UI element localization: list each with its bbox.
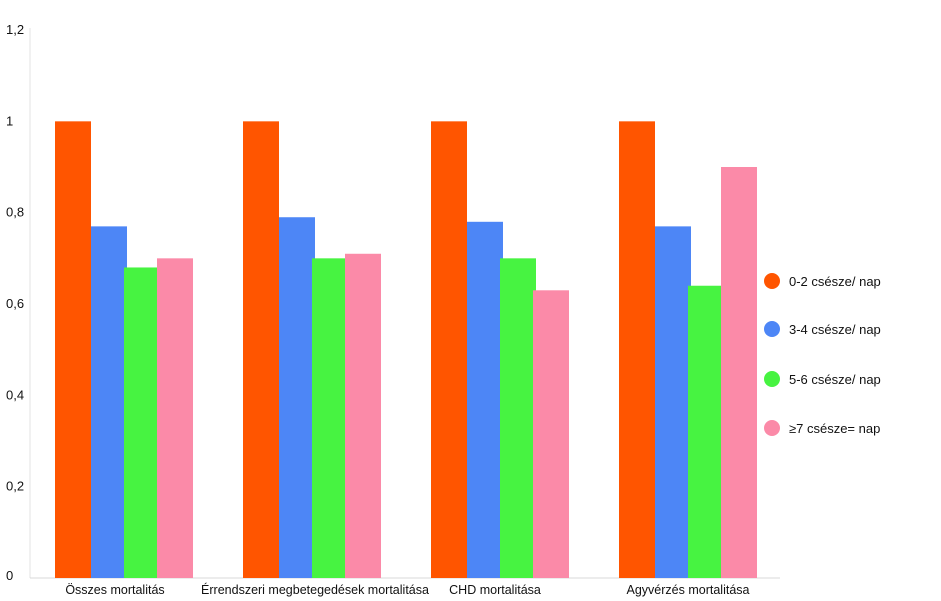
y-tick-label: 0,6 [6,296,24,311]
bar-4-3 [533,290,569,578]
legend-marker [764,420,780,436]
legend-marker [764,371,780,387]
bar-4-4 [721,167,757,578]
legend-marker [764,273,780,289]
bar-3-3 [500,258,536,578]
bars [55,121,757,579]
y-axis-ticks: 0 0,2 0,4 0,6 0,8 1 1,2 [6,22,24,583]
bar-2-2 [279,217,315,578]
bar-2-1 [91,226,127,578]
y-tick-label: 0 [6,568,13,583]
bar-2-3 [467,221,503,579]
bar-4-2 [345,253,381,578]
category-label: Agyvérzés mortalitása [627,583,750,597]
bar-2-4 [655,226,691,578]
legend-label: 3-4 csésze/ nap [789,322,881,337]
legend-marker [764,321,780,337]
y-tick-label: 0,2 [6,479,24,494]
y-tick-label: 1,2 [6,22,24,37]
legend-label: ≥7 csésze= nap [789,421,880,436]
y-tick-label: 1 [6,113,13,128]
legend: 0-2 csésze/ nap 3-4 csésze/ nap 5-6 csésze… [764,273,881,436]
bar-3-1 [124,267,160,578]
y-tick-label: 0,8 [6,205,24,220]
category-label: CHD mortalitása [449,583,541,597]
bar-1-3 [431,121,467,578]
bar-3-4 [688,285,724,578]
legend-label: 0-2 csésze/ nap [789,274,881,289]
category-label: Érrendszeri megbetegedések mortalitása [201,582,429,597]
y-tick-label: 0,4 [6,387,24,402]
bar-3-2 [312,258,348,578]
category-labels: Összes mortalitás Érrendszeri megbetegedé… [65,582,749,597]
category-label: Összes mortalitás [65,583,164,597]
bar-1-4 [619,121,655,578]
bar-4-1 [157,258,193,578]
bar-1-2 [243,121,279,578]
legend-label: 5-6 csésze/ nap [789,372,881,387]
bar-1-1 [55,121,91,578]
